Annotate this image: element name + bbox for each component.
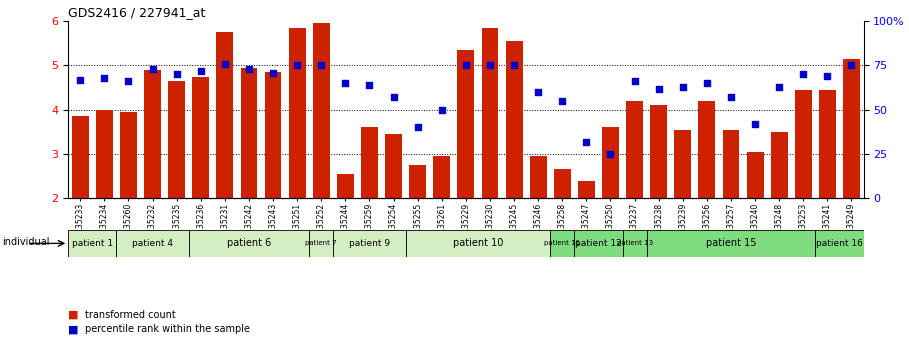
Point [362,82,376,88]
Bar [626,101,643,198]
Point [844,63,859,68]
Bar [505,41,523,198]
Text: ■: ■ [68,310,79,320]
Point [265,70,280,75]
Text: patient 1: patient 1 [72,239,113,248]
Point [97,75,112,81]
Point [555,98,570,104]
Bar [650,105,667,198]
Bar [313,23,330,198]
Bar [189,230,309,257]
Bar [145,70,161,198]
Point [194,68,208,74]
Point [796,72,811,77]
Bar [698,101,715,198]
Point [483,63,497,68]
Bar [574,230,623,257]
Text: patient 9: patient 9 [349,239,390,248]
Point [675,84,690,90]
Point [290,63,305,68]
Bar [794,90,812,198]
Point [700,80,714,86]
Text: GDS2416 / 227941_at: GDS2416 / 227941_at [68,6,205,19]
Bar [193,76,209,198]
Bar [746,152,764,198]
Bar [361,127,378,198]
Point [314,63,328,68]
Bar [623,230,646,257]
Bar [265,72,282,198]
Point [748,121,763,127]
Bar [95,110,113,198]
Bar [815,230,864,257]
Text: patient 10: patient 10 [453,238,503,249]
Bar [216,32,234,198]
Bar [578,181,594,198]
Bar [646,230,815,257]
Text: patient 11: patient 11 [544,240,580,246]
Bar [241,68,257,198]
Point [73,77,87,82]
Bar [550,230,574,257]
Text: patient 6: patient 6 [227,238,271,249]
Point [121,79,135,84]
Point [386,95,401,100]
Bar [602,127,619,198]
Bar [116,230,189,257]
Bar [771,132,787,198]
Text: ■: ■ [68,324,79,334]
Point [338,80,353,86]
Point [820,73,834,79]
Bar [289,28,305,198]
Text: patient 16: patient 16 [816,239,863,248]
Point [435,107,449,113]
Bar [409,165,426,198]
Text: patient 12: patient 12 [575,239,622,248]
Bar [405,230,550,257]
Bar [482,28,498,198]
Point [410,125,425,130]
Text: percentile rank within the sample: percentile rank within the sample [85,324,250,334]
Point [604,151,618,157]
Bar [337,174,354,198]
Point [458,63,473,68]
Bar [723,130,739,198]
Bar [385,134,402,198]
Text: patient 13: patient 13 [616,240,653,246]
Point [169,72,184,77]
Point [531,89,545,95]
Point [579,139,594,144]
Bar [819,90,836,198]
Bar [843,59,860,198]
Text: patient 4: patient 4 [132,239,173,248]
Bar [457,50,474,198]
Bar [309,230,334,257]
Point [627,79,642,84]
Point [772,84,786,90]
Bar [334,230,405,257]
Bar [674,130,691,198]
Point [242,66,256,72]
Bar [120,112,137,198]
Point [652,86,666,91]
Point [724,95,738,100]
Text: individual: individual [2,238,49,247]
Point [507,63,522,68]
Bar [168,81,185,198]
Text: patient 15: patient 15 [705,238,756,249]
Text: patient 7: patient 7 [305,240,337,246]
Bar [530,156,546,198]
Point [145,66,160,72]
Point [217,61,232,67]
Text: transformed count: transformed count [85,310,175,320]
Bar [554,170,571,198]
Bar [72,116,89,198]
Bar [434,156,450,198]
Bar [68,230,116,257]
